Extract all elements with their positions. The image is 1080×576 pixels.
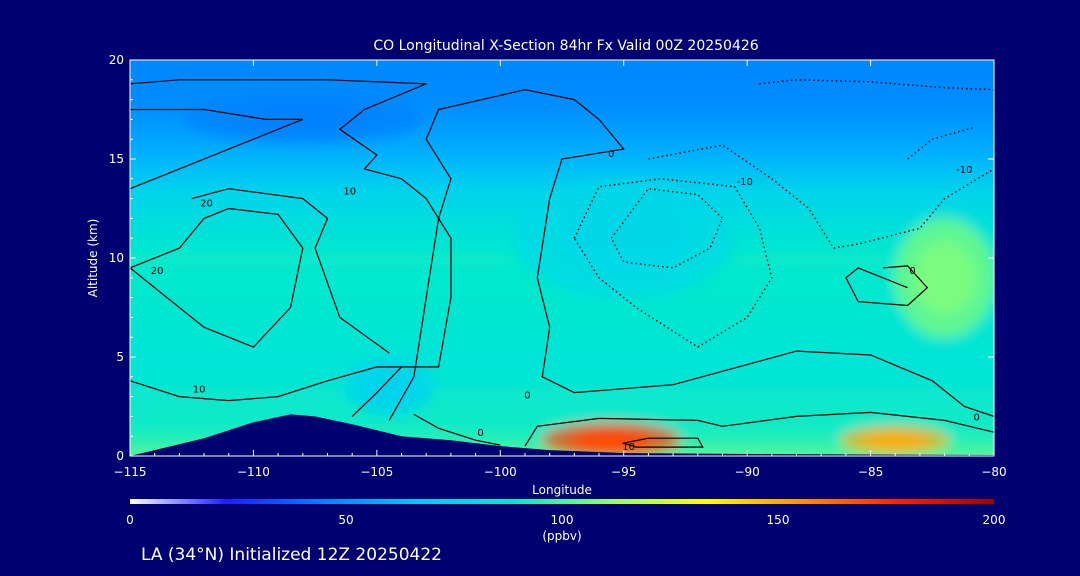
colorbar-ticks: 0 50 100 150 200 — [126, 513, 1005, 527]
contour-label: -10 — [956, 165, 972, 176]
contour-line — [648, 144, 994, 249]
x-tick-label: −90 — [734, 465, 759, 479]
contour-label: 10 — [193, 385, 206, 396]
contour-line — [524, 411, 994, 447]
contour-label: 0 — [524, 391, 530, 402]
contour-label: 0 — [608, 149, 614, 160]
contour-line — [621, 437, 704, 448]
contour-label: 20 — [151, 266, 164, 277]
field-feature — [894, 217, 994, 338]
y-tick-label: 10 — [109, 251, 124, 265]
x-tick-label: −95 — [611, 465, 636, 479]
field-feature — [513, 178, 734, 299]
contour-line — [130, 108, 304, 249]
x-tick-label: −80 — [981, 465, 1006, 479]
footer-init-label: LA (34°N) Initialized 12Z 20250422 — [141, 545, 442, 565]
contour-lines — [130, 79, 994, 448]
x-axis: −115 −110 −105 −100 −95 −90 −85 −80 — [114, 60, 1007, 479]
colorbar-tick-label: 200 — [983, 513, 1006, 527]
contour-labels: 0 0 0 0 0 10 10 10 20 20 -10 -10 — [151, 149, 980, 453]
x-tick-label: −85 — [858, 465, 883, 479]
y-tick-label: 20 — [109, 53, 124, 67]
contour-label: -10 — [737, 177, 753, 188]
colorbar-tick-label: 50 — [338, 513, 353, 527]
contour-line — [191, 188, 390, 354]
x-tick-label: −110 — [237, 465, 270, 479]
field-feature-core — [862, 431, 929, 449]
contour-line — [610, 187, 724, 269]
co-concentration-field — [130, 60, 994, 456]
contour-line — [845, 265, 929, 307]
colorbar-tick-label: 100 — [551, 513, 574, 527]
colorbar: 0 50 100 150 200 (ppbv) — [126, 499, 1005, 543]
contour-line — [388, 89, 994, 421]
y-tick-label: 15 — [109, 152, 124, 166]
colorbar-gradient — [130, 499, 994, 504]
contour-line — [413, 413, 501, 446]
y-axis: 0 5 10 15 20 — [109, 53, 994, 463]
contour-line — [351, 366, 402, 417]
colorbar-tick-label: 150 — [767, 513, 790, 527]
field-feature — [840, 426, 951, 455]
colorbar-tick-label: 0 — [126, 513, 134, 527]
plot-area: 0 0 0 0 0 10 10 10 20 20 -10 -10 — [130, 60, 994, 456]
contour-label: 0 — [477, 428, 483, 439]
x-tick-label: −105 — [360, 465, 393, 479]
contour-line — [130, 207, 304, 348]
x-tick-label: −100 — [484, 465, 517, 479]
contour-label: 10 — [343, 187, 356, 198]
x-axis-label: Longitude — [532, 483, 592, 497]
chart-title: CO Longitudinal X-Section 84hr Fx Valid … — [373, 38, 758, 54]
colorbar-units: (ppbv) — [542, 529, 581, 543]
field-feature — [344, 356, 435, 417]
x-tick-label: −115 — [114, 465, 147, 479]
contour-label: 0 — [909, 266, 915, 277]
terrain-silhouette — [130, 414, 994, 456]
contour-line — [907, 126, 975, 160]
contour-line — [573, 178, 773, 348]
y-axis-label: Altitude (km) — [86, 219, 100, 298]
field-feature-core — [557, 202, 690, 275]
contour-line — [130, 79, 452, 402]
y-tick-label: 0 — [116, 449, 124, 463]
field-feature-core — [914, 241, 975, 314]
contour-label: 0 — [974, 412, 980, 423]
contour-label: 20 — [200, 199, 213, 210]
y-tick-label: 5 — [116, 350, 124, 364]
contour-label: 10 — [622, 442, 635, 453]
